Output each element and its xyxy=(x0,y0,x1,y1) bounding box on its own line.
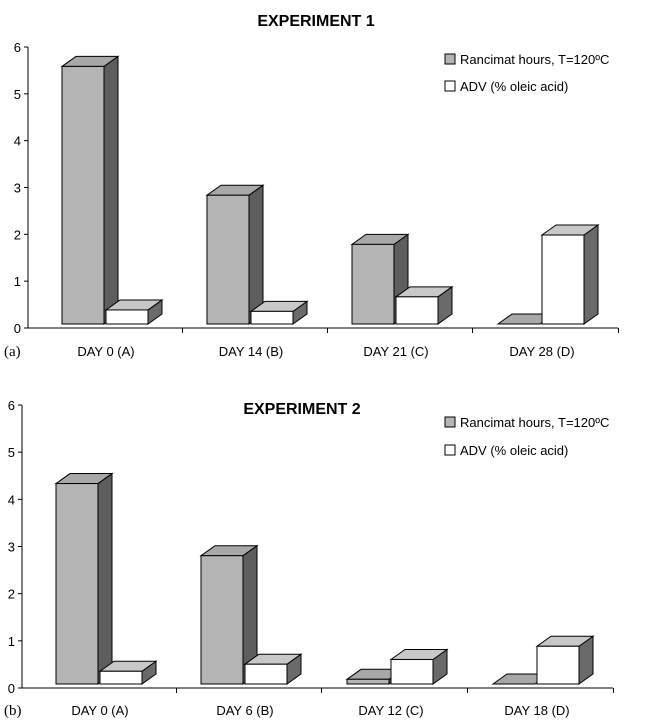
bar-adv xyxy=(540,224,600,325)
legend: Rancimat hours, T=120ºC ADV (% oleic acid… xyxy=(444,415,609,458)
bar-adv xyxy=(104,298,164,325)
bar-adv xyxy=(394,285,454,325)
y-tick-label: 1 xyxy=(14,274,21,289)
legend-entry: ADV (% oleic acid) xyxy=(460,443,568,458)
bar-adv xyxy=(98,660,158,685)
y-tick-label: 5 xyxy=(14,87,21,102)
y-tick-label: 6 xyxy=(14,40,21,55)
y-tick-label: 2 xyxy=(14,227,21,242)
chart-title: EXPERIMENT 2 xyxy=(243,401,360,418)
x-tick-label: DAY 28 (D) xyxy=(509,344,574,359)
x-tick-label: DAY 21 (C) xyxy=(363,344,428,359)
x-tick-label: DAY 14 (B) xyxy=(219,344,284,359)
panel-label: (a) xyxy=(4,344,21,360)
y-tick-label: 4 xyxy=(14,134,21,149)
bar-rancimat xyxy=(60,55,120,325)
y-tick-label: 0 xyxy=(8,681,15,696)
bar-adv xyxy=(243,653,303,685)
legend-entry: Rancimat hours, T=120ºC xyxy=(460,415,609,430)
x-tick-label: DAY 18 (D) xyxy=(504,703,569,718)
y-tick-label: 1 xyxy=(8,634,15,649)
y-tick-label: 6 xyxy=(8,398,15,413)
legend-swatch xyxy=(444,53,456,65)
y-tick-label: 4 xyxy=(8,492,15,507)
chart-panel-b: EXPERIMENT 2 0 1 2 3 4 5 6 DAY 0 (A) DAY 6 (B) DAY… xyxy=(4,398,614,719)
y-tick-label: 5 xyxy=(8,445,15,460)
legend-swatch xyxy=(444,80,456,92)
chart-panel-a: EXPERIMENT 1 0 1 2 3 4 5 6 DAY 0 (A) DAY 14 (B) DA… xyxy=(4,13,619,360)
legend-entry: ADV (% oleic acid) xyxy=(460,79,568,94)
bar-rancimat xyxy=(54,472,114,685)
chart-title: EXPERIMENT 1 xyxy=(257,13,374,30)
bar-rancimat xyxy=(205,184,265,325)
panel-label: (b) xyxy=(4,703,22,719)
y-tick-label: 0 xyxy=(14,321,21,336)
legend: Rancimat hours, T=120ºC ADV (% oleic acid… xyxy=(444,52,609,94)
y-tick-label: 2 xyxy=(8,587,15,602)
x-tick-label: DAY 6 (B) xyxy=(216,703,273,718)
bar-adv xyxy=(535,635,595,685)
x-tick-label: DAY 0 (A) xyxy=(71,703,128,718)
bar-adv xyxy=(389,648,449,685)
legend-swatch xyxy=(444,416,456,428)
y-tick-label: 3 xyxy=(14,181,21,196)
bar-rancimat xyxy=(199,544,259,685)
legend-entry: Rancimat hours, T=120ºC xyxy=(460,52,609,67)
x-tick-label: DAY 12 (C) xyxy=(358,703,423,718)
bar-adv xyxy=(249,300,309,325)
x-tick-label: DAY 0 (A) xyxy=(77,344,134,359)
y-tick-label: 3 xyxy=(8,540,15,555)
legend-swatch xyxy=(444,444,456,456)
